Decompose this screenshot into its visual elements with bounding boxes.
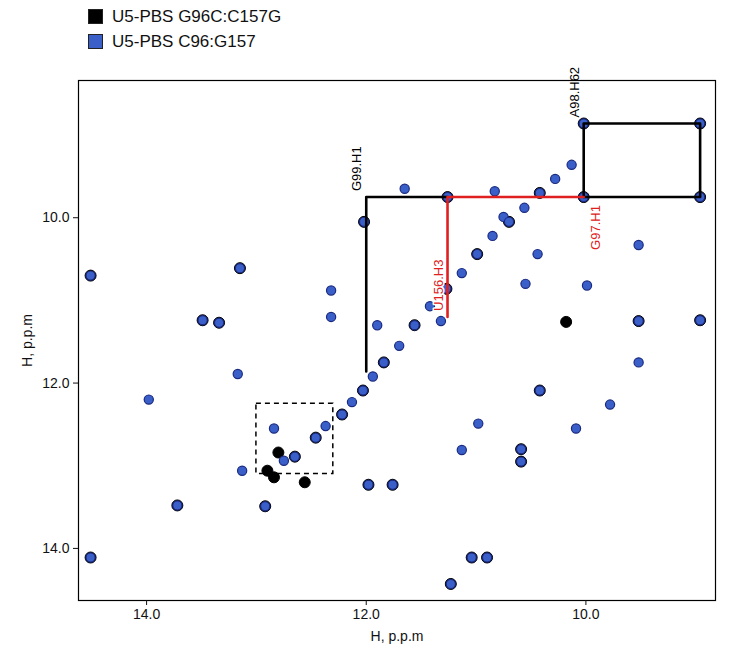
svg-text:G99.H1: G99.H1 [349,146,364,191]
svg-text:A98.H62: A98.H62 [567,67,582,118]
html-text:U5-PBS G96C:C157G: U5-PBS G96C:C157G [112,6,282,26]
svg-text:14.0: 14.0 [133,606,160,622]
svg-text:14.0: 14.0 [42,540,69,556]
html-text:U5-PBS C96:G157: U5-PBS C96:G157 [112,31,256,51]
svg-text:10.0: 10.0 [42,209,69,225]
svg-text:12.0: 12.0 [353,606,380,622]
svg-text:G97.H1: G97.H1 [588,205,603,250]
html-text:b: b [30,62,43,85]
svg-text:H, p.p.m: H, p.p.m [19,314,35,367]
svg-text:12.0: 12.0 [42,375,69,391]
svg-text:10.0: 10.0 [572,606,599,622]
svg-text:H, p.p.m: H, p.p.m [371,628,424,644]
svg-text:U156.H3: U156.H3 [431,260,446,311]
